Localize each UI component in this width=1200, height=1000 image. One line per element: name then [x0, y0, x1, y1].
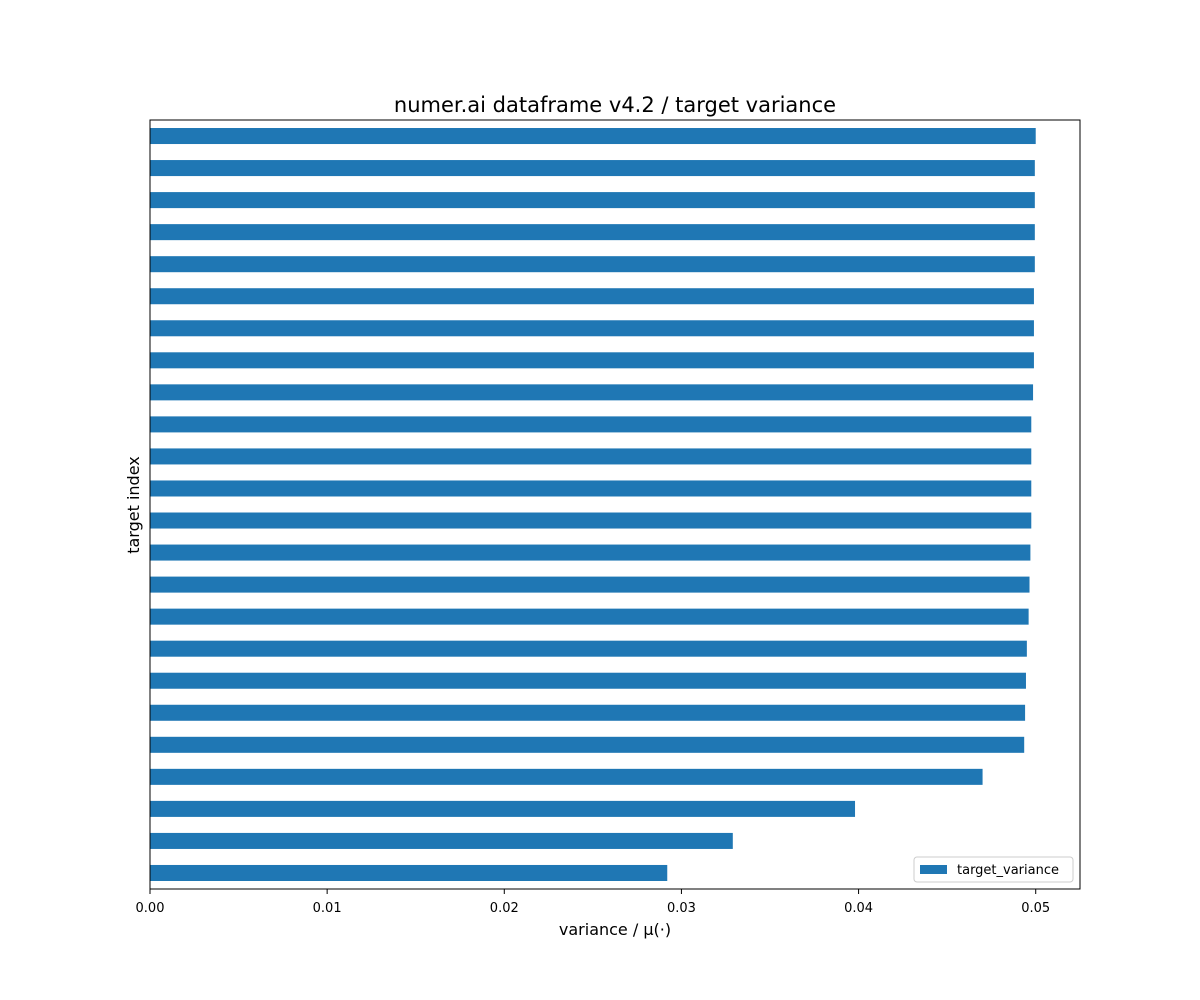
- bar: [150, 160, 1035, 177]
- x-tick-label: 0.03: [667, 901, 696, 916]
- bar: [150, 864, 668, 881]
- bars-group: [150, 128, 1036, 881]
- bar: [150, 736, 1025, 753]
- bar: [150, 480, 1032, 497]
- bar: [150, 640, 1027, 657]
- bar: [150, 704, 1026, 721]
- bar: [150, 608, 1029, 625]
- x-tick-label: 0.04: [844, 901, 873, 916]
- x-tick-label: 0.02: [490, 901, 519, 916]
- bar: [150, 288, 1034, 305]
- legend: target_variance: [913, 856, 1074, 883]
- bar: [150, 800, 856, 817]
- bar: [150, 128, 1036, 145]
- bar: [150, 256, 1035, 273]
- chart-title: numer.ai dataframe v4.2 / target varianc…: [394, 93, 836, 117]
- plot-area-frame: [149, 119, 1081, 890]
- bar: [150, 768, 983, 785]
- legend-label: target_variance: [957, 863, 1059, 878]
- bar: [150, 672, 1026, 689]
- legend-box: [913, 856, 1074, 883]
- bar: [150, 384, 1034, 401]
- bar: [150, 352, 1034, 369]
- bar: [150, 832, 733, 849]
- x-tick-label: 0.05: [1021, 901, 1050, 916]
- bar: [150, 192, 1035, 209]
- x-axis-label: variance / μ(·): [559, 920, 671, 939]
- legend-swatch: [920, 865, 947, 874]
- x-axis-ticks: 0.00 0.01 0.02 0.03 0.04 0.05: [136, 889, 1050, 916]
- bar: [150, 448, 1032, 465]
- bar: [150, 224, 1035, 241]
- bar: [150, 544, 1031, 561]
- bar: [150, 512, 1032, 529]
- bar: [150, 416, 1032, 433]
- bar: [150, 320, 1034, 337]
- y-axis-label: target index: [124, 456, 143, 554]
- x-tick-label: 0.00: [136, 901, 165, 916]
- bar: [150, 576, 1030, 593]
- x-tick-label: 0.01: [313, 901, 342, 916]
